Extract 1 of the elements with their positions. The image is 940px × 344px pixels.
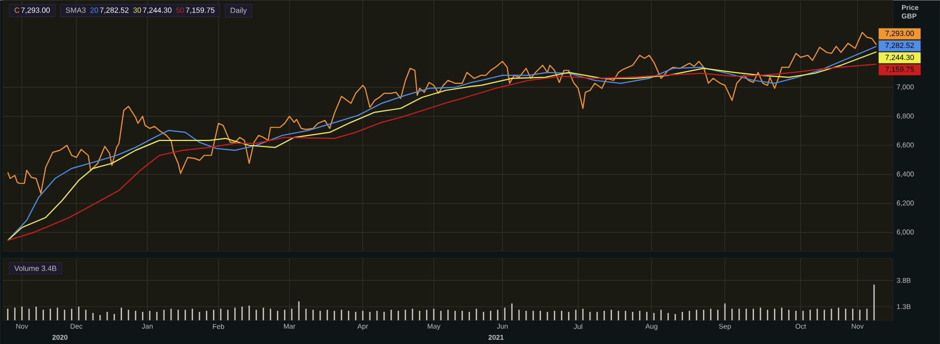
line-series xyxy=(7,32,877,194)
